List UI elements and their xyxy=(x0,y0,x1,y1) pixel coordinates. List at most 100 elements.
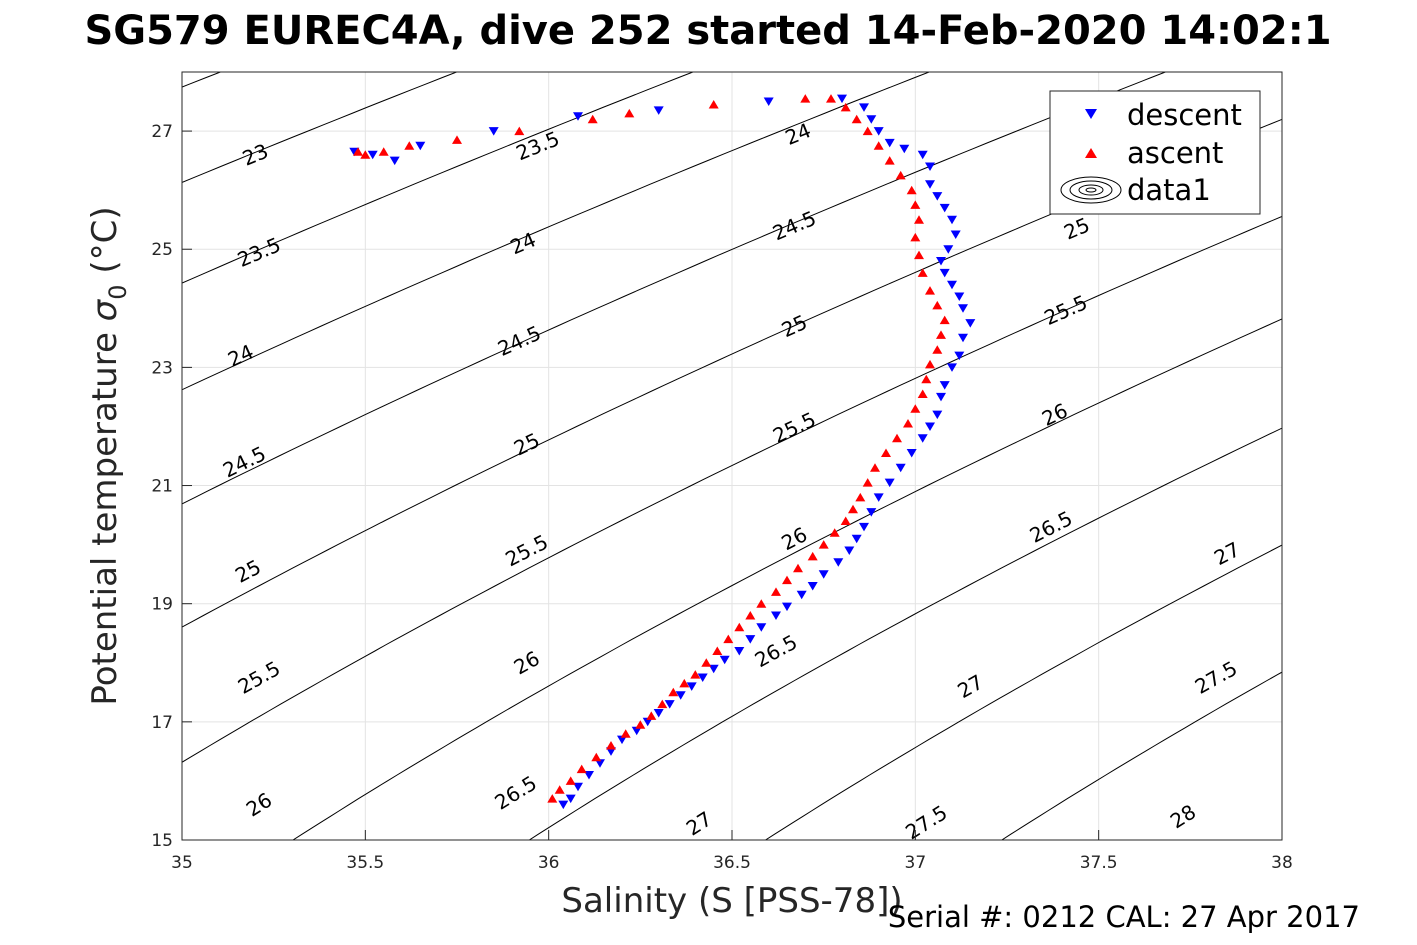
chart-title: SG579 EUREC4A, dive 252 started 14-Feb-2… xyxy=(84,8,1331,54)
descent-point xyxy=(389,156,400,166)
ascent-point xyxy=(635,720,646,729)
ascent-point xyxy=(921,374,932,384)
x-tick-label: 38 xyxy=(1271,853,1293,873)
ascent-point xyxy=(855,492,866,502)
descent-point xyxy=(932,192,943,201)
ascent-point xyxy=(565,776,576,785)
descent-point xyxy=(573,112,583,121)
ascent-point xyxy=(851,114,862,124)
ascent-point xyxy=(884,156,895,165)
y-tick-label: 17 xyxy=(151,713,173,733)
descent-point xyxy=(925,422,935,431)
descent-point xyxy=(642,717,653,727)
ascent-point xyxy=(679,678,690,688)
ascent-point xyxy=(914,215,924,224)
ascent-point xyxy=(936,330,946,339)
descent-point xyxy=(965,319,976,328)
descent-point xyxy=(943,245,954,254)
ascent-point xyxy=(452,135,462,144)
descent-point xyxy=(947,215,957,225)
descent-point xyxy=(606,747,616,756)
descent-point xyxy=(895,463,906,473)
x-tick-label: 36.5 xyxy=(713,853,751,873)
descent-point xyxy=(756,623,767,632)
density-contour-line xyxy=(182,72,695,284)
ascent-point xyxy=(800,94,811,103)
ascent-point xyxy=(895,170,906,180)
legend: descent ascent data1 xyxy=(1049,90,1261,215)
contour-label: 23 xyxy=(239,139,272,171)
descent-point xyxy=(859,103,869,112)
ascent-point xyxy=(745,611,756,620)
ascent-point xyxy=(818,540,829,549)
ascent-point xyxy=(910,232,921,242)
ascent-point xyxy=(939,315,950,325)
ascent-point xyxy=(404,141,415,150)
contour-label: 26 xyxy=(510,646,544,679)
descent-point xyxy=(906,449,917,458)
descent-point xyxy=(866,508,877,517)
ascent-point xyxy=(547,794,558,803)
ascent-point xyxy=(881,448,891,457)
ascent-point xyxy=(657,699,668,709)
descent-point xyxy=(873,493,884,502)
descent-point xyxy=(617,735,627,745)
contour-label: 25 xyxy=(778,310,811,342)
x-axis-label: Salinity (S [PSS-78]) xyxy=(561,881,902,921)
legend-ascent-marker xyxy=(1085,148,1097,158)
contour-label: 24.5 xyxy=(769,206,819,245)
contour-label: 24 xyxy=(782,118,815,150)
descent-point xyxy=(837,94,847,104)
y-tick-label: 23 xyxy=(151,358,173,378)
descent-point xyxy=(884,478,895,488)
legend-descent-label: descent xyxy=(1127,98,1242,132)
ascent-point xyxy=(925,359,935,369)
ascent-point xyxy=(932,300,943,310)
density-contour-line xyxy=(182,72,931,391)
descent-point xyxy=(936,392,946,402)
ascent-point xyxy=(793,563,803,573)
descent-point xyxy=(844,546,855,555)
contour-label: 24.5 xyxy=(219,441,270,482)
ascent-point xyxy=(840,102,851,112)
descent-point xyxy=(917,150,928,160)
contour-label: 25.5 xyxy=(1040,290,1090,330)
contour-label: 27.5 xyxy=(901,800,951,844)
x-tick-label: 35 xyxy=(171,853,193,873)
ascent-point xyxy=(910,404,921,413)
legend-ascent-label: ascent xyxy=(1127,136,1223,170)
descent-point xyxy=(936,257,946,266)
descent-point xyxy=(734,647,745,656)
contour-label: 24.5 xyxy=(494,321,544,361)
ascent-point xyxy=(840,516,851,525)
contour-label: 27.5 xyxy=(1191,656,1242,699)
descent-point xyxy=(631,726,642,736)
descent-point xyxy=(782,602,792,612)
descent-point xyxy=(584,771,594,780)
ascent-point xyxy=(514,126,525,136)
descent-point xyxy=(954,292,965,301)
y-tick-label: 21 xyxy=(151,477,173,497)
x-tick-label: 37.5 xyxy=(1080,853,1118,873)
ascent-point xyxy=(848,504,858,514)
ascent-point xyxy=(378,147,389,156)
ascent-point xyxy=(587,114,598,124)
descent-point xyxy=(859,522,869,532)
ascent-point xyxy=(917,268,928,277)
y-axis-label: Potential temperature σ0 (°C) xyxy=(85,206,132,705)
descent-point xyxy=(884,138,895,148)
density-contour-line xyxy=(182,72,222,88)
descent-point xyxy=(807,582,818,591)
ascent-point xyxy=(591,752,602,762)
descent-point xyxy=(771,611,781,620)
ascent-point xyxy=(807,551,818,561)
ascent-point xyxy=(554,785,565,794)
ascent-point xyxy=(906,185,917,195)
descent-point xyxy=(818,570,829,579)
descent-point xyxy=(415,141,426,151)
descent-point xyxy=(932,410,943,420)
descent-point xyxy=(653,106,664,115)
descent-point xyxy=(565,794,576,804)
descent-point xyxy=(558,800,569,810)
